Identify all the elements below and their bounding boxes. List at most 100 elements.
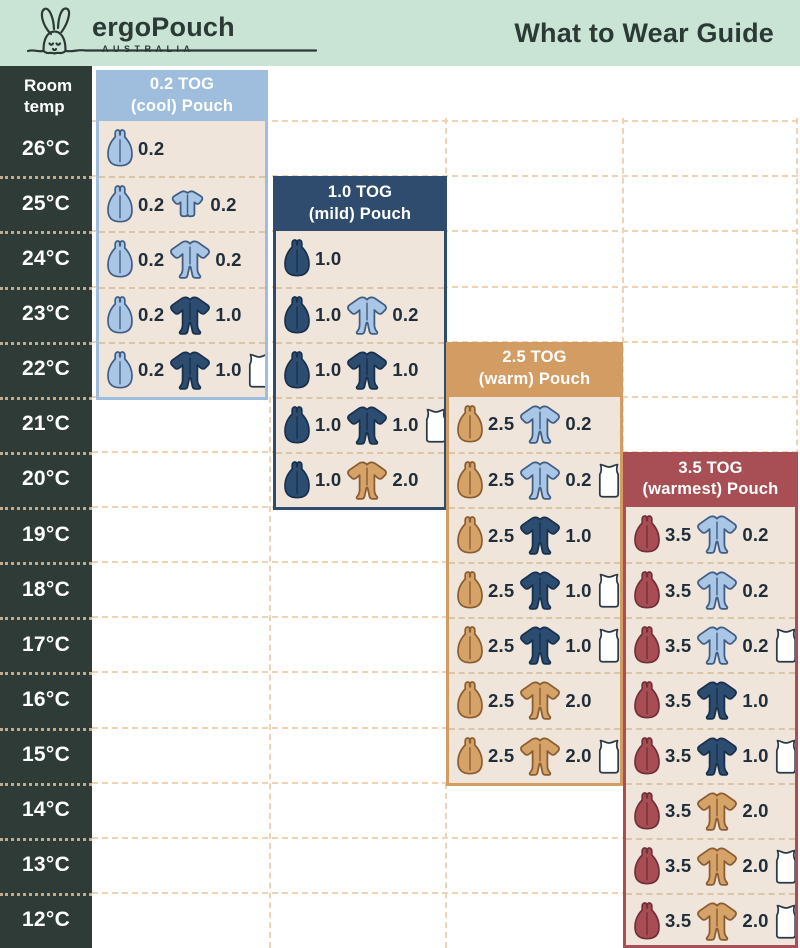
card-title-line1: 0.2 TOG: [149, 74, 215, 93]
grid-hline: [92, 616, 798, 619]
singlet-icon: [598, 739, 619, 774]
singlet-item: [596, 572, 620, 609]
guide-row-16c: 2.5 2.0: [449, 672, 620, 727]
card-title-line2: (mild) Pouch: [308, 204, 412, 223]
tog-value: 2.5: [488, 579, 515, 601]
temp-label-15c: 15°C: [21, 743, 71, 767]
tog-value: 1.0: [315, 304, 342, 326]
ergopouch-logo: ergoPouch AUSTRALIA: [26, 4, 336, 62]
pouch-icon: [634, 626, 660, 664]
singlet-item: [596, 462, 620, 499]
sleepsuit-icon: [697, 847, 738, 886]
temp-row-separator: [0, 507, 92, 510]
temp-label-20c: 20°C: [21, 467, 71, 491]
tog-value: 2.5: [488, 634, 515, 656]
card-header-3-5-tog: 3.5 TOG (warmest) Pouch: [623, 451, 798, 507]
temp-row-separator: [0, 892, 92, 896]
tog-value: 2.0: [565, 745, 592, 767]
temp-row-separator: [0, 782, 92, 786]
pouch-icon: [457, 461, 483, 499]
guide-row-23c: 1.0 0.2: [276, 286, 444, 342]
temp-label-25c: 25°C: [21, 191, 71, 215]
card-1-0-tog-mild: 1.0 TOG (mild) Pouch 1.0 1.0 0.2 1.0 1.0 1.0 1…: [273, 176, 447, 510]
tog-value: 0.2: [565, 469, 592, 491]
tog-value: 1.0: [315, 247, 342, 269]
pouch-icon: [634, 791, 660, 830]
guide-row-18c: 3.5 0.2: [626, 562, 795, 617]
sleepsuit-item: 2.0: [695, 901, 768, 942]
card-body-3-5-tog: 3.5 0.2 3.5 0.2 3.5 0.2 3.5 1.0 3.5 1.0 3.5 2.0 3.5 2…: [623, 507, 798, 948]
bunny-logo-icon: [26, 7, 318, 55]
sleepsuit-icon: [520, 405, 561, 444]
sleepsuit-icon: [347, 351, 388, 390]
pouch-icon: [634, 846, 660, 885]
sleepsuit-icon: [520, 626, 561, 666]
card-header-2-5-tog: 2.5 TOG (warm) Pouch: [446, 341, 623, 397]
guide-row-22c: 1.0 1.0: [276, 341, 444, 397]
pouch-item: 0.2: [105, 237, 164, 282]
tog-value: 0.2: [210, 193, 237, 215]
tog-value: 1.0: [315, 469, 342, 491]
tog-value: 3.5: [665, 800, 692, 822]
pouch-item: 0.2: [105, 126, 164, 171]
pouch-item: 2.5: [455, 678, 514, 723]
sleepsuit-icon: [520, 737, 561, 776]
temp-label-26c: 26°C: [21, 136, 71, 160]
temp-label-16c: 16°C: [21, 687, 71, 711]
pouch-icon: [634, 902, 660, 940]
guide-row-14c: 3.5 2.0: [626, 782, 795, 838]
pouch-item: 2.5: [455, 568, 514, 613]
pouch-icon: [284, 405, 310, 444]
tog-value: 3.5: [665, 579, 692, 601]
tog-value: 2.5: [488, 745, 515, 767]
tog-value: 2.0: [742, 855, 769, 877]
tog-value: 0.2: [565, 413, 592, 435]
tog-value: 1.0: [392, 414, 419, 436]
sleepsuit-item: 1.0: [345, 350, 418, 391]
sleepsuit-item: 0.2: [345, 295, 418, 336]
singlet-item: [423, 407, 444, 444]
singlet-item: [773, 903, 795, 940]
guide-row-21c: 2.5 0.2: [449, 397, 620, 452]
logo-subtext: AUSTRALIA: [102, 44, 195, 54]
tog-value: 0.2: [742, 579, 769, 601]
pouch-icon: [634, 571, 660, 609]
singlet-icon: [775, 739, 795, 774]
temp-label-17c: 17°C: [21, 632, 71, 656]
pouch-icon: [457, 626, 483, 664]
singlet-icon: [775, 849, 795, 884]
sleepsuit-icon: [697, 626, 738, 666]
card-title-line1: 2.5 TOG: [502, 348, 567, 367]
card-header-1-0-tog: 1.0 TOG (mild) Pouch: [273, 176, 447, 232]
pouch-item: 0.2: [105, 182, 164, 227]
guide-row-17c: 2.5 1.0: [449, 617, 620, 672]
card-title-line2: (cool) Pouch: [130, 96, 234, 115]
guide-row-19c: 3.5 0.2: [626, 507, 795, 562]
sleepsuit-icon: [520, 571, 561, 610]
tog-value: 1.0: [742, 689, 769, 711]
guide-row-15c: 2.5 2.0: [449, 727, 620, 783]
tog-value: 2.5: [488, 413, 515, 435]
room-temp-header: Room temp: [24, 76, 73, 117]
tog-value: 2.0: [392, 469, 419, 491]
temp-row-separator: [0, 562, 92, 566]
pouch-item: 2.5: [455, 402, 514, 447]
pouch-item: 3.5: [632, 568, 691, 613]
sleepsuit-item: 1.0: [518, 515, 591, 556]
guide-row-16c: 3.5 1.0: [626, 672, 795, 727]
pouch-item: 1.0: [282, 348, 341, 393]
sleepsuit-item: 0.2: [518, 404, 591, 445]
pouch-item: 1.0: [282, 293, 341, 338]
tog-value: 0.2: [138, 248, 165, 270]
sleepsuit-item: 2.0: [695, 791, 768, 832]
sleepsuit-item: 2.0: [518, 736, 591, 777]
sleepsuit-item: 2.0: [345, 460, 418, 501]
card-header-0-2-tog: 0.2 TOG (cool) Pouch: [96, 70, 268, 122]
pouch-item: 2.5: [455, 734, 514, 779]
card-title-line1: 3.5 TOG: [678, 458, 743, 477]
temp-label-23c: 23°C: [21, 302, 71, 326]
guide-row-19c: 2.5 1.0: [449, 507, 620, 562]
temp-row-separator: [0, 617, 92, 621]
tog-value: 0.2: [742, 523, 769, 545]
sleepsuit-icon: [697, 737, 738, 776]
